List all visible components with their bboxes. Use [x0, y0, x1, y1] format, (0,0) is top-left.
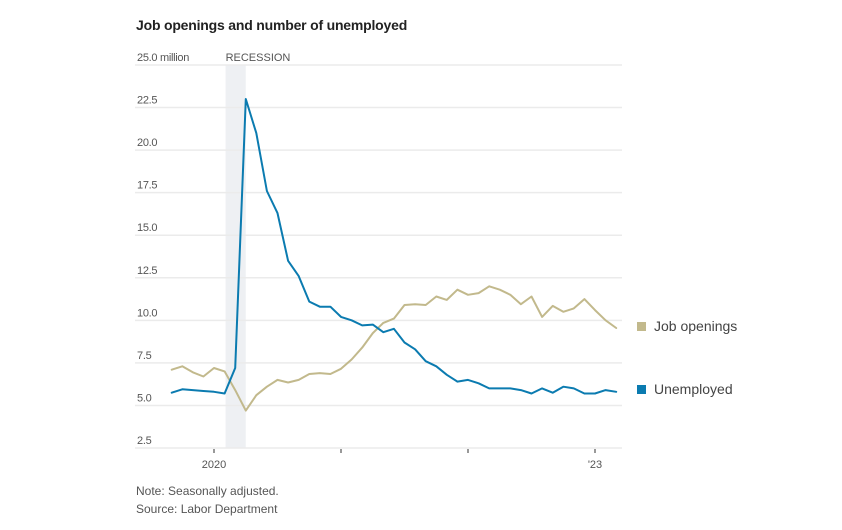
y-tick-label: 10.0: [137, 307, 157, 319]
y-tick-label: 2.5: [137, 435, 152, 447]
legend-item-job-openings: Job openings: [637, 318, 737, 334]
legend-label-unemployed: Unemployed: [654, 381, 733, 397]
series-line-job-openings: [170, 285, 618, 412]
x-tick-label: 2020: [202, 459, 226, 471]
recession-label: RECESSION: [226, 52, 291, 64]
y-tick-label: 25.0 million: [137, 52, 189, 64]
chart-title: Job openings and number of unemployed: [136, 17, 408, 33]
y-tick-label: 7.5: [137, 350, 152, 362]
legend-label-job-openings: Job openings: [654, 318, 738, 334]
y-tick-label: 15.0: [137, 222, 157, 234]
legend-swatch-unemployed: [637, 384, 646, 394]
series-line-unemployed: [170, 98, 618, 395]
y-tick-label: 12.5: [137, 265, 157, 277]
recession-band: [225, 65, 246, 448]
y-tick-label: 20.0: [137, 137, 157, 149]
legend-item-unemployed: Unemployed: [637, 381, 733, 397]
legend-swatch-job-openings: [637, 321, 646, 331]
x-tick-label: '23: [588, 459, 602, 471]
y-tick-label: 22.5: [137, 95, 157, 107]
chart-note: Note: Seasonally adjusted.: [136, 484, 279, 498]
y-tick-label: 17.5: [137, 180, 157, 192]
y-tick-label: 5.0: [137, 392, 152, 404]
chart-source: Source: Labor Department: [136, 502, 278, 516]
